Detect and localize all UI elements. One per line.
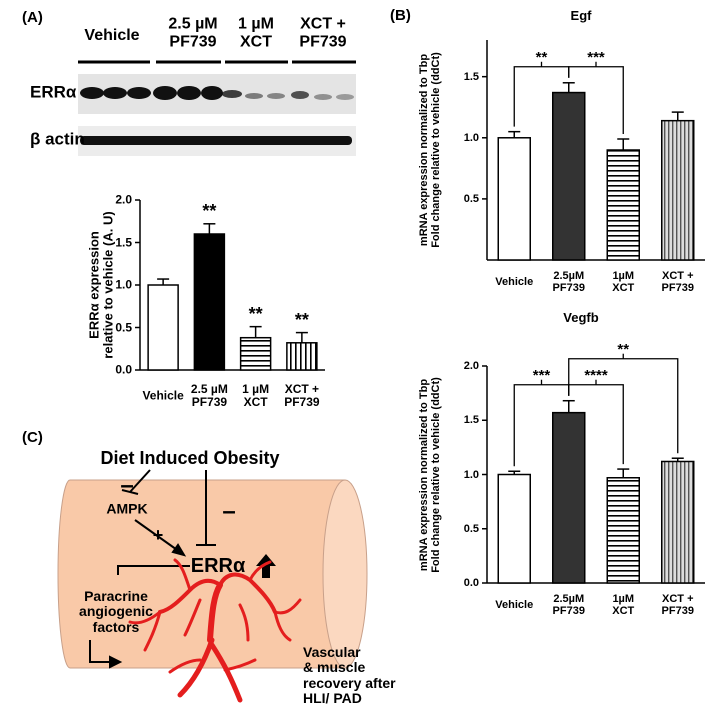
diagram-text: AMPK [106, 500, 148, 517]
y-axis-label: mRNA expression normalized to Tbp Fold c… [417, 52, 442, 248]
bar [661, 460, 695, 584]
x-tick-label: XCT + PF739 [661, 592, 694, 617]
bar [497, 473, 531, 584]
x-tick-label: XCT + PF739 [661, 269, 694, 294]
significance-label: **** [584, 366, 608, 384]
y-tick-label: 0.0 [463, 576, 479, 589]
bar [606, 477, 640, 584]
x-tick-label: 2.5µM PF739 [552, 269, 585, 294]
x-tick-label: XCT + PF739 [284, 381, 320, 409]
diagram-text: – [120, 471, 134, 499]
bar [239, 336, 272, 371]
y-tick-label: 2.0 [115, 192, 132, 207]
bar [286, 342, 318, 371]
significance-bracket [568, 66, 624, 134]
blot-row-label: ERRα [30, 82, 77, 102]
error-bar [562, 399, 575, 413]
x-tick-label: 1µM XCT [612, 269, 635, 294]
x-tick-label: Vehicle [495, 275, 534, 288]
y-tick-label: 1.5 [463, 70, 479, 83]
error-bar [249, 325, 262, 338]
diagram-text: – [222, 497, 236, 525]
y-tick-label: 0.5 [463, 192, 479, 205]
error-bar [671, 457, 684, 462]
bar [552, 91, 586, 261]
bar [193, 233, 226, 371]
bar [661, 119, 695, 261]
bar [147, 284, 179, 371]
x-tick-label: 2.5µM PF739 [552, 592, 585, 617]
x-tick-label: 1µM XCT [612, 592, 635, 617]
bar [497, 137, 531, 261]
panel-label: (B) [390, 6, 411, 24]
significance-label: ** [202, 200, 217, 221]
y-tick-label: 1.0 [115, 277, 132, 292]
error-bar [203, 223, 216, 234]
y-tick-label: 0.0 [115, 362, 132, 377]
blot-column-label: 2.5 µM PF739 [168, 15, 218, 50]
chart-title: Vegfb [563, 309, 599, 325]
x-tick-label: Vehicle [142, 388, 184, 403]
bar [552, 411, 586, 584]
blot-column-label: 1 µM XCT [238, 15, 274, 50]
y-tick-label: 1.0 [463, 131, 479, 144]
y-axis-label: mRNA expression normalized to Tbp Fold c… [417, 376, 442, 573]
y-tick-label: 1.0 [463, 468, 479, 481]
error-bar [157, 278, 170, 285]
blot-row-label: β actin [30, 129, 85, 149]
chart-title: Egf [570, 7, 592, 23]
significance-label: ** [248, 303, 263, 324]
error-bar [295, 331, 308, 343]
y-tick-label: 0.5 [463, 522, 479, 535]
x-tick-label: Vehicle [495, 598, 534, 611]
blot-column-label: XCT + PF739 [299, 15, 347, 50]
error-bar [508, 130, 521, 138]
error-bar [617, 468, 630, 478]
western-blot [78, 60, 356, 156]
error-bar [671, 111, 684, 121]
significance-label: ** [294, 309, 309, 330]
panel-label: (C) [22, 428, 43, 446]
x-tick-label: 1 µM XCT [242, 381, 270, 409]
y-tick-label: 1.5 [463, 414, 479, 427]
significance-label: *** [587, 48, 605, 66]
blot-column-label: Vehicle [84, 27, 140, 45]
y-axis-label: ERRα expression relative to vehicle (A. … [86, 211, 116, 359]
significance-label: *** [532, 366, 551, 384]
x-tick-label: 2.5 µM PF739 [190, 381, 228, 409]
y-tick-label: 0.5 [115, 319, 132, 334]
panel-label: (A) [22, 8, 43, 26]
error-bar [562, 82, 575, 93]
significance-label: ** [617, 340, 630, 358]
y-tick-label: 2.0 [463, 359, 479, 372]
significance-label: ** [535, 48, 548, 66]
error-bar [617, 138, 630, 150]
diagram-text: ERRα [190, 555, 246, 577]
diagram-text: + [152, 525, 164, 546]
bar [606, 149, 640, 261]
diagram-text: Diet Induced Obesity [100, 448, 280, 469]
diagram [57, 469, 368, 703]
diagram-text: Paracrine angiogenic factors [79, 587, 153, 635]
y-tick-label: 1.5 [115, 234, 132, 249]
error-bar [508, 470, 521, 475]
diagram-text: Vascular & muscle recovery after HLI/ PA… [303, 644, 396, 707]
